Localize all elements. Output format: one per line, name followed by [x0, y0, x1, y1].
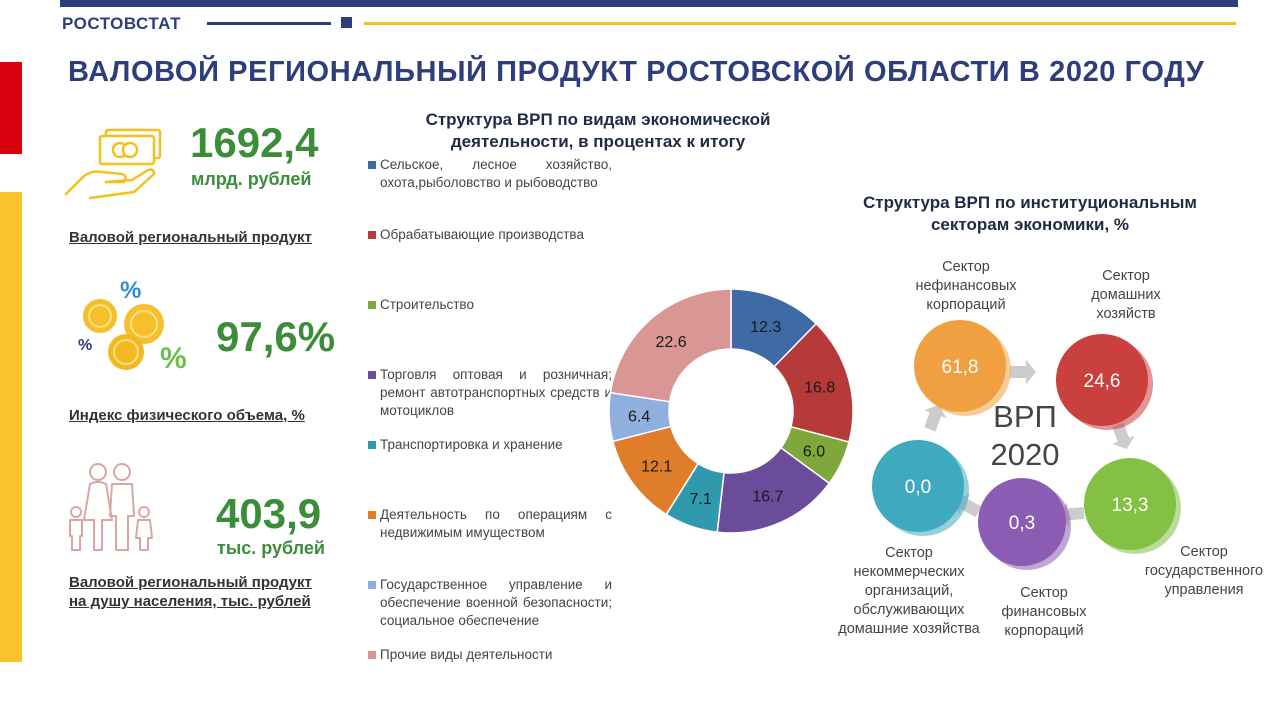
svg-text:%: %: [160, 342, 187, 375]
kpi-per-capita-value: 403,9: [216, 490, 322, 537]
legend-item: Торговля оптовая и розничная; ремонт авт…: [368, 366, 612, 420]
legend-label: Строительство: [380, 297, 474, 312]
header-divider-blue: [207, 22, 331, 25]
sector-label-nonfinancial: Сектор нефинансовых корпораций: [915, 259, 1017, 313]
donut-title-line2: деятельности, в процентах к итогу: [450, 132, 746, 151]
side-accent-red: [0, 62, 22, 154]
donut-slice: [609, 288, 732, 403]
sector-value: 61,8: [942, 357, 979, 378]
sector-bubble: [1056, 334, 1148, 426]
legend-swatch: [368, 301, 376, 309]
donut-data-label: 12.3: [750, 319, 781, 336]
legend-swatch: [368, 371, 376, 379]
sectors-center-label: ВРП 2020: [970, 398, 1080, 474]
sectors-title-line2: секторам экономики, %: [930, 215, 1130, 234]
sector-bubble: [978, 478, 1066, 566]
donut-data-label: 7.1: [690, 491, 712, 508]
kpi-grp-value: 1692,4: [190, 119, 319, 166]
sector-label-nonprofit: Сектор некоммерческих организаций, обслу…: [838, 545, 980, 637]
sector-label-financial: Сектор финансовых корпораций: [1001, 585, 1087, 639]
side-accent-yellow: [0, 192, 22, 662]
donut-data-label: 6.4: [628, 409, 650, 426]
legend-label: Государственное управление и обеспечение…: [380, 577, 612, 628]
legend-swatch: [368, 511, 376, 519]
legend-label: Обрабатывающие производства: [380, 227, 584, 242]
sector-label-households: Сектор домашних хозяйств: [1091, 268, 1161, 322]
donut-title: Структура ВРП по видам экономической дея…: [360, 109, 836, 153]
legend-label: Транспортировка и хранение: [380, 437, 563, 452]
legend-label: Деятельность по операциям с недвижимым и…: [380, 507, 612, 540]
coins-percent-icon: % % %: [78, 277, 187, 375]
flow-arrow: [1112, 422, 1135, 450]
legend-label: Торговля оптовая и розничная; ремонт авт…: [380, 367, 612, 418]
donut-title-line1: Структура ВРП по видам экономической: [425, 110, 771, 129]
legend-swatch: [368, 441, 376, 449]
legend-label: Прочие виды деятельности: [380, 647, 553, 662]
header-divider-yellow: [364, 22, 1236, 25]
flow-arrow: [1010, 360, 1036, 384]
money-hand-icon: [64, 128, 162, 200]
kpi-grp-unit: млрд. рублей: [191, 169, 312, 189]
header-square: [341, 17, 352, 28]
donut-data-label: 12.1: [641, 458, 672, 475]
donut-chart: 12.3 16.8 6.0 16.7 7.1 12.1 6.4 22.6: [608, 288, 854, 534]
sector-value: 24,6: [1084, 371, 1121, 392]
page-title: ВАЛОВОЙ РЕГИОНАЛЬНЫЙ ПРОДУКТ РОСТОВСКОЙ …: [68, 56, 1205, 88]
flow-arrow: [924, 404, 947, 432]
donut-data-label: 16.7: [752, 488, 783, 505]
sectors-title-line1: Структура ВРП по институциональным: [863, 193, 1197, 212]
legend-swatch: [368, 581, 376, 589]
sectors-center-line1: ВРП: [993, 399, 1057, 434]
sector-bubble: [872, 440, 964, 532]
kpi-per-capita-unit: тыс. рублей: [217, 538, 325, 558]
svg-text:%: %: [120, 277, 141, 304]
legend-item: Обрабатывающие производства: [368, 226, 612, 244]
kpi-index-value: 97,6%: [216, 313, 336, 360]
donut-data-label: 16.8: [804, 379, 835, 396]
brand-logo-text: РОСТОВСТАТ: [62, 14, 181, 33]
legend-swatch: [368, 651, 376, 659]
sector-value: 0,3: [1009, 513, 1035, 534]
kpi-per-capita-label-line2: на душу населения, тыс. рублей: [69, 593, 311, 610]
sector-bubble: [1084, 458, 1176, 550]
donut-data-label: 22.6: [655, 334, 686, 351]
legend-item: Государственное управление и обеспечение…: [368, 576, 612, 630]
sector-value: 0,0: [905, 477, 931, 498]
sector-value: 13,3: [1112, 495, 1149, 516]
top-bar: [60, 0, 1238, 7]
sector-label-government: Сектор государственного управления: [1144, 544, 1264, 598]
legend-item: Транспортировка и хранение: [368, 436, 612, 454]
legend-swatch: [368, 231, 376, 239]
kpi-index-label: Индекс физического объема, %: [69, 407, 305, 424]
legend-item: Деятельность по операциям с недвижимым и…: [368, 506, 612, 542]
sectors-center-line2: 2020: [990, 437, 1060, 472]
sector-bubble: [914, 320, 1006, 412]
kpi-grp-label: Валовой региональный продукт: [69, 229, 312, 246]
svg-text:%: %: [78, 337, 92, 354]
legend-item: Сельское, лесное хозяйство, охота,рыболо…: [368, 156, 612, 192]
donut-data-label: 6.0: [803, 444, 825, 461]
kpi-per-capita-label-line1: Валовой региональный продукт: [69, 574, 312, 591]
sectors-title: Структура ВРП по институциональным секто…: [830, 192, 1230, 236]
legend-item: Строительство: [368, 296, 612, 314]
legend-swatch: [368, 161, 376, 169]
family-icon: [69, 463, 153, 551]
legend-label: Сельское, лесное хозяйство, охота,рыболо…: [380, 157, 612, 190]
sectors-diagram: 61,8 24,6 13,3 0,3 0,0: [872, 320, 1181, 570]
legend-item: Прочие виды деятельности: [368, 646, 612, 664]
